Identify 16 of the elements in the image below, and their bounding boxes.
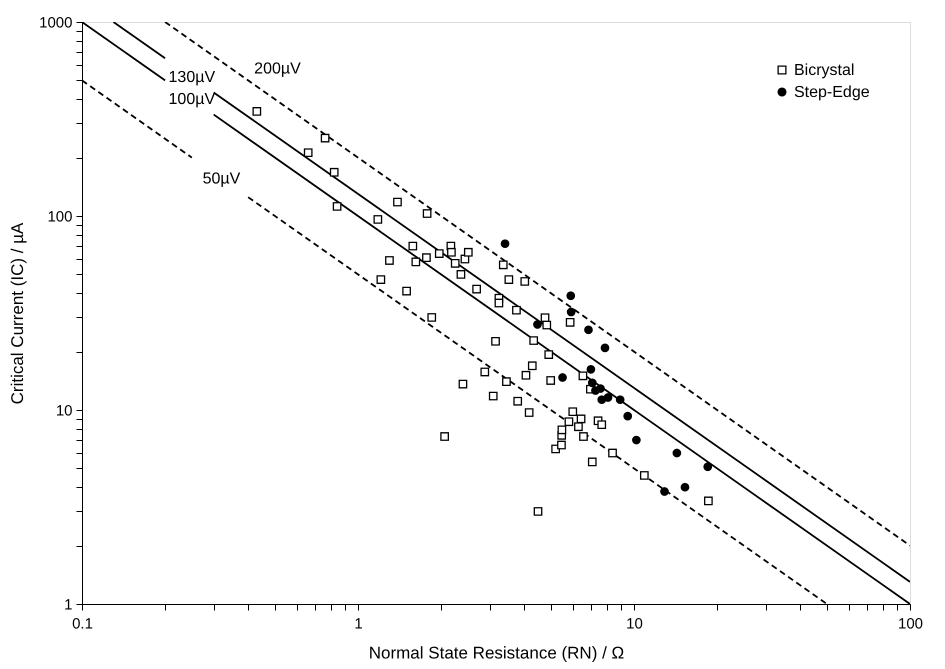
y-axis-title: Critical Current (IC) / µA bbox=[8, 222, 28, 404]
series-label: 50µV bbox=[202, 170, 241, 188]
x-tick-label: 100 bbox=[898, 616, 924, 632]
x-tick-label: 10 bbox=[626, 616, 643, 632]
legend-label: Bicrystal bbox=[794, 62, 854, 79]
y-tick-label: 1 bbox=[64, 596, 72, 614]
y-tick-label: 1000 bbox=[39, 14, 72, 32]
series-label: 100µV bbox=[168, 91, 216, 108]
y-tick-label: 100 bbox=[47, 208, 72, 226]
x-tick-label: 1 bbox=[354, 616, 363, 632]
legend-label: Step-Edge bbox=[794, 84, 870, 101]
series-label: 130µV bbox=[168, 69, 216, 86]
x-tick-label: 0.1 bbox=[72, 616, 93, 632]
series-label: 200µV bbox=[254, 60, 302, 78]
x-axis-title: Normal State Resistance (RN) / Ω bbox=[368, 644, 624, 662]
y-tick-label: 10 bbox=[56, 402, 72, 420]
